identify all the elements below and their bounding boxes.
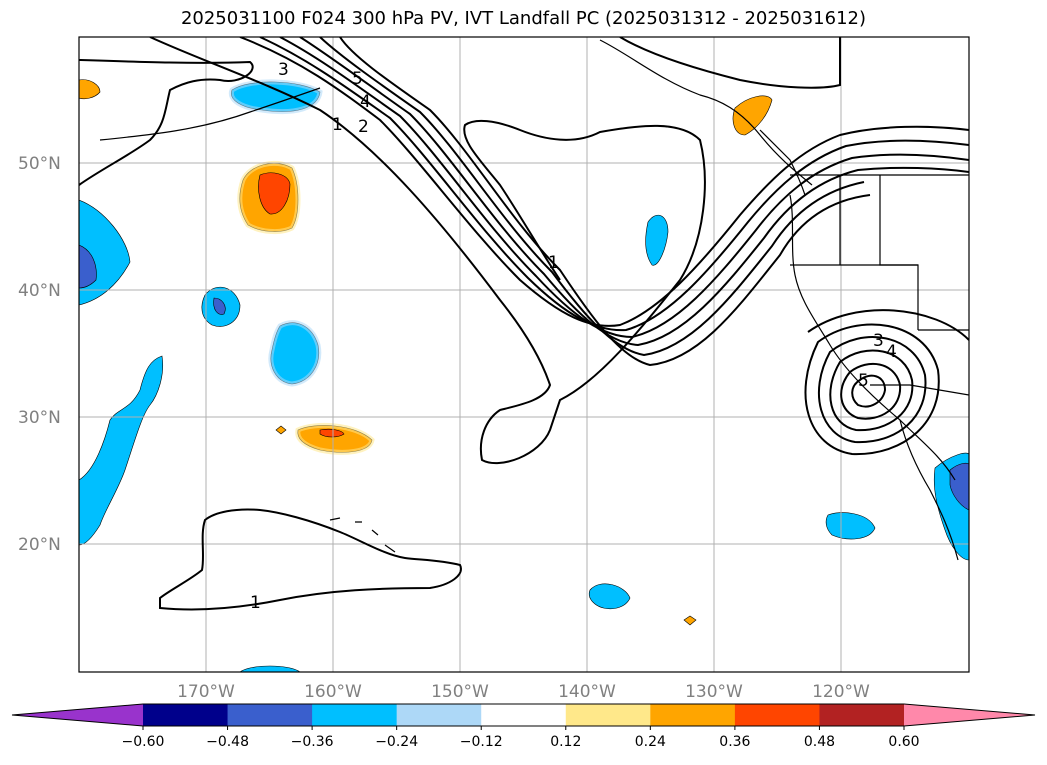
colorbar: −0.60 −0.48 −0.36 −0.24 −0.12 0.12 0.24 0.36 0.4…: [11, 703, 1036, 750]
pv-contours: [79, 37, 969, 611]
pos-anomaly-alaska: [732, 95, 773, 136]
lat-label: 20°N: [18, 535, 61, 555]
pv-contour-south: [159, 508, 462, 611]
contour-label: 1: [250, 593, 261, 613]
pv-contour-low-4: [817, 336, 927, 444]
pv-contour-west: [79, 59, 254, 186]
colorbar-segment: [819, 704, 905, 726]
colorbar-tick-label: 0.48: [804, 734, 835, 750]
longitude-labels: 170°W 160°W 150°W 140°W 130°W 120°W: [177, 682, 870, 702]
pv-contour-low-3: [829, 349, 914, 432]
colorbar-segment: [565, 704, 651, 726]
colorbar-tick-label: 0.60: [888, 734, 919, 750]
alaska-coast: [599, 39, 813, 186]
neg-core-169: [213, 297, 226, 315]
neg-core-west-edge: [79, 244, 97, 289]
neg-anomaly-139: [588, 583, 631, 610]
coastlines: [99, 39, 969, 561]
pv-contour-low-6: [807, 309, 969, 341]
pos-anomaly-west-top: [79, 79, 101, 100]
colorbar-tick-label: 0.36: [719, 734, 750, 750]
shaded-anomalies: [79, 79, 969, 672]
lon-label: 120°W: [812, 682, 870, 702]
colorbar-extend-low: [12, 704, 143, 726]
contour-label: 3: [873, 331, 884, 351]
lon-label: 170°W: [177, 682, 235, 702]
lat-label: 30°N: [18, 408, 61, 428]
neg-anomaly-southwest: [79, 355, 163, 546]
colorbar-segment: [734, 704, 820, 726]
contour-label: 5: [858, 371, 869, 391]
colorbar-segment: [312, 704, 398, 726]
colorbar-tick-label: −0.36: [291, 734, 334, 750]
colorbar-segment: [143, 704, 229, 726]
contour-label: 3: [278, 60, 289, 80]
colorbar-tick-label: 0.12: [550, 734, 581, 750]
colorbar-segment: [396, 704, 482, 726]
pos-core-160: [319, 428, 345, 438]
pv-contour-7: [339, 37, 871, 367]
pv-contour-5: [299, 37, 969, 347]
bc-coast: [759, 129, 806, 196]
colorbar-segment: [650, 704, 736, 726]
contour-label: 1: [548, 253, 559, 273]
colorbar-tick-label: −0.24: [375, 734, 418, 750]
contour-label: 4: [886, 342, 897, 362]
colorbar-segment: [481, 704, 567, 726]
pv-contour-low-1: [851, 374, 887, 408]
neg-anomaly-136: [645, 214, 669, 266]
pv-contour-low-5: [804, 323, 940, 456]
colorbar-tick-label: 0.24: [635, 734, 666, 750]
hawaii: [329, 517, 396, 553]
aleutian-chain: [99, 87, 321, 141]
neg-anomaly-120: [825, 512, 876, 540]
colorbar-tick-label: −0.12: [460, 734, 503, 750]
pos-dot-132: [683, 615, 697, 626]
lon-label: 150°W: [431, 682, 489, 702]
contour-labels: 3 4 1 2 5 1 3 4 5 1: [250, 60, 897, 613]
contour-label: 1: [332, 115, 343, 135]
halo-anomalies: [228, 79, 375, 455]
contour-label: 2: [358, 117, 369, 137]
contour-label: 5: [352, 69, 363, 89]
colorbar-extend-high: [904, 704, 1035, 726]
lon-label: 160°W: [304, 682, 362, 702]
lon-label: 140°W: [558, 682, 616, 702]
pos-core-165: [258, 172, 291, 215]
colorbar-segment: [227, 704, 313, 726]
mexico-border: [870, 384, 969, 396]
pv-contour-2: [239, 37, 969, 327]
pv-contour-1-ridge: [149, 37, 706, 465]
pv-contour-3: [259, 37, 969, 332]
west-coast-us: [789, 194, 956, 481]
neg-core-baja: [949, 462, 969, 511]
contour-label: 4: [360, 92, 371, 112]
pv-contour-4: [279, 37, 969, 339]
lon-label: 130°W: [685, 682, 743, 702]
latitude-labels: 50°N 40°N 30°N 20°N: [18, 154, 61, 555]
map-border: [78, 36, 970, 673]
colorbar-tick-label: −0.60: [122, 734, 165, 750]
colorbar-tick-label: −0.48: [206, 734, 249, 750]
lat-label: 40°N: [18, 281, 61, 301]
baja-california: [899, 419, 959, 561]
map-title: 2025031100 F024 300 hPa PV, IVT Landfall…: [180, 8, 867, 29]
lat-label: 50°N: [18, 154, 61, 174]
pv-contour-low-2: [840, 363, 902, 420]
pos-dot-163: [275, 425, 287, 435]
pv-contour-alaska: [619, 37, 841, 89]
pv-contour-6: [319, 37, 865, 357]
